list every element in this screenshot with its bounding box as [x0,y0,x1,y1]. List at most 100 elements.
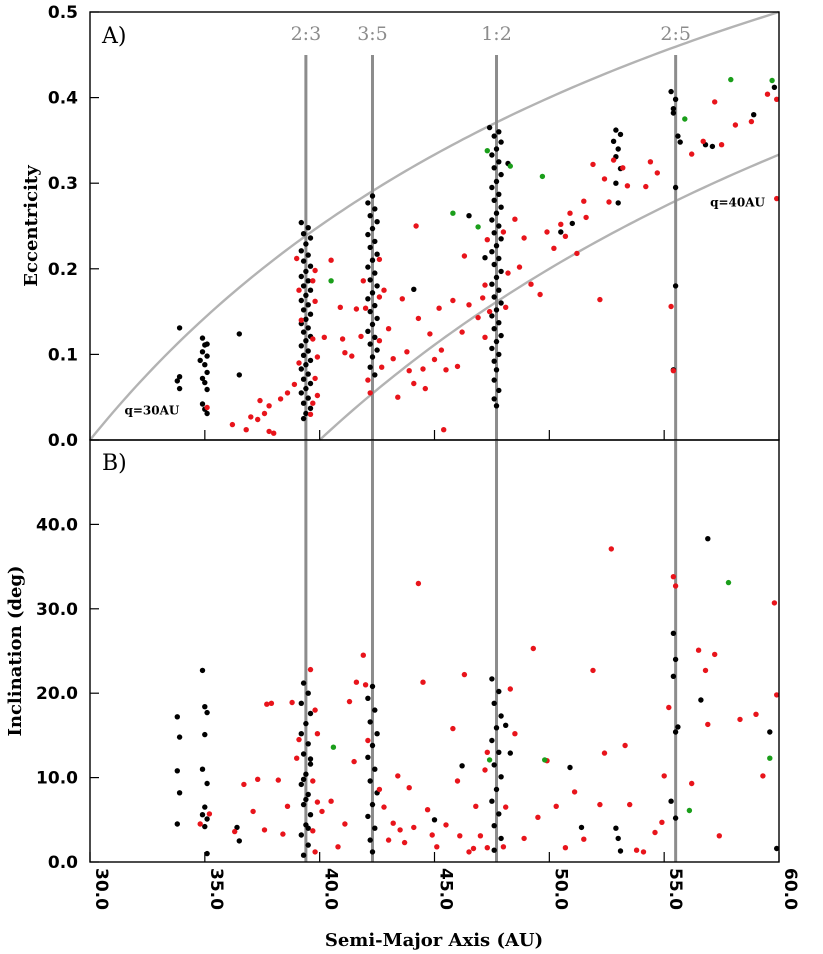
resonance-lines-bottom [304,440,678,862]
black-object-point [367,244,373,251]
green-object-point [507,163,513,169]
red-object-point [672,583,679,589]
black-object-point [300,680,307,686]
green-object-point [725,579,732,586]
red-object-point [319,808,325,815]
red-object-point [367,390,373,396]
black-object-point [493,178,500,185]
black-object-point [365,813,371,820]
red-object-point [507,686,513,692]
black-object-point [300,231,307,237]
black-object-point [672,283,679,289]
black-object-point [300,258,307,264]
black-object-point [307,357,314,364]
red-object-point [670,574,677,580]
black-object-point [617,131,624,138]
red-object-point [482,767,488,773]
black-object-point [307,287,314,293]
black-object-point [668,798,674,804]
red-object-point [415,580,422,587]
black-object-point [298,731,304,737]
red-object-point [712,99,718,105]
red-object-point [505,270,511,276]
black-object-point [372,238,378,245]
black-object-point [176,374,183,380]
red-object-point [335,844,341,850]
red-object-point [261,410,268,417]
black-object-point [369,257,376,263]
black-object-point [365,695,371,701]
red-object-point [314,799,321,805]
black-object-point [610,138,617,144]
black-object-point [307,761,314,767]
black-object-point [305,371,311,377]
y-tick-label: 10.0 [36,769,78,789]
black-object-point [613,825,619,831]
red-object-point [702,667,709,674]
x-tick-label: 30.0 [91,868,111,910]
inclination-y-ticks: 0.0 10.0 20.0 30.0 40.0 [36,515,99,873]
red-object-point [376,256,383,263]
black-object-point [489,152,495,158]
black-object-point [491,700,497,706]
red-object-point [486,308,493,315]
black-object-point [498,713,504,719]
black-object-point [567,764,573,771]
black-object-point [367,341,373,347]
red-object-point [206,811,213,817]
black-object-point [236,331,242,337]
black-object-point [496,351,502,358]
black-object-point [578,824,585,831]
red-object-point [695,647,702,653]
green-object-point [484,148,490,154]
red-object-point [521,835,527,842]
inclination-panel: B) 0.0 10.0 20.0 30.0 40.0 30.0 35.0 40.0 45.0 5… [5,439,800,951]
black-object-point [303,292,309,298]
black-object-point [298,219,304,226]
red-object-point [774,692,780,698]
red-object-point [296,736,302,743]
red-object-point [385,837,392,843]
red-object-point [521,235,527,241]
black-object-point [489,217,495,223]
black-object-point [496,191,502,197]
black-object-point [365,296,371,302]
red-object-point [310,778,316,784]
red-object-point [381,804,387,810]
red-object-point [427,331,433,337]
black-object-point [374,219,380,225]
black-object-point [767,729,773,735]
red-object-point [255,416,261,423]
red-object-point [232,828,238,835]
red-object-point [700,138,706,144]
black-object-point [305,690,311,696]
red-object-point [291,381,298,388]
black-object-point [374,315,380,322]
red-object-point [503,804,509,810]
red-object-point [666,704,672,711]
red-object-point [266,403,272,409]
red-object-point [280,831,286,837]
red-object-point [420,366,426,372]
y-tick-label: 0.3 [48,174,78,194]
black-object-point [491,294,497,300]
perihelion-label-q30: q=30AU [124,403,179,417]
red-object-point [296,287,302,293]
red-object-point [310,336,316,342]
black-object-point [300,751,307,757]
red-object-point [459,329,465,335]
black-object-point [199,766,206,772]
red-object-point [454,363,461,370]
eccentricity-axis-title: Eccentricity [21,165,42,287]
red-object-point [328,798,334,804]
red-object-point [358,333,364,340]
black-object-point [369,683,376,690]
red-object-point [480,295,486,301]
red-object-point [668,303,674,310]
red-object-point [321,334,327,340]
black-object-point [672,815,679,821]
red-object-point [528,281,534,287]
red-object-point [558,221,564,227]
red-object-point [261,827,268,833]
